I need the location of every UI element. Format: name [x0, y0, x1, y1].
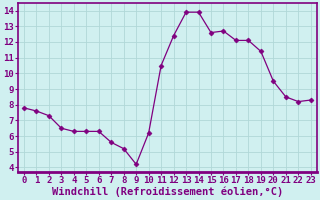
X-axis label: Windchill (Refroidissement éolien,°C): Windchill (Refroidissement éolien,°C) — [52, 187, 283, 197]
